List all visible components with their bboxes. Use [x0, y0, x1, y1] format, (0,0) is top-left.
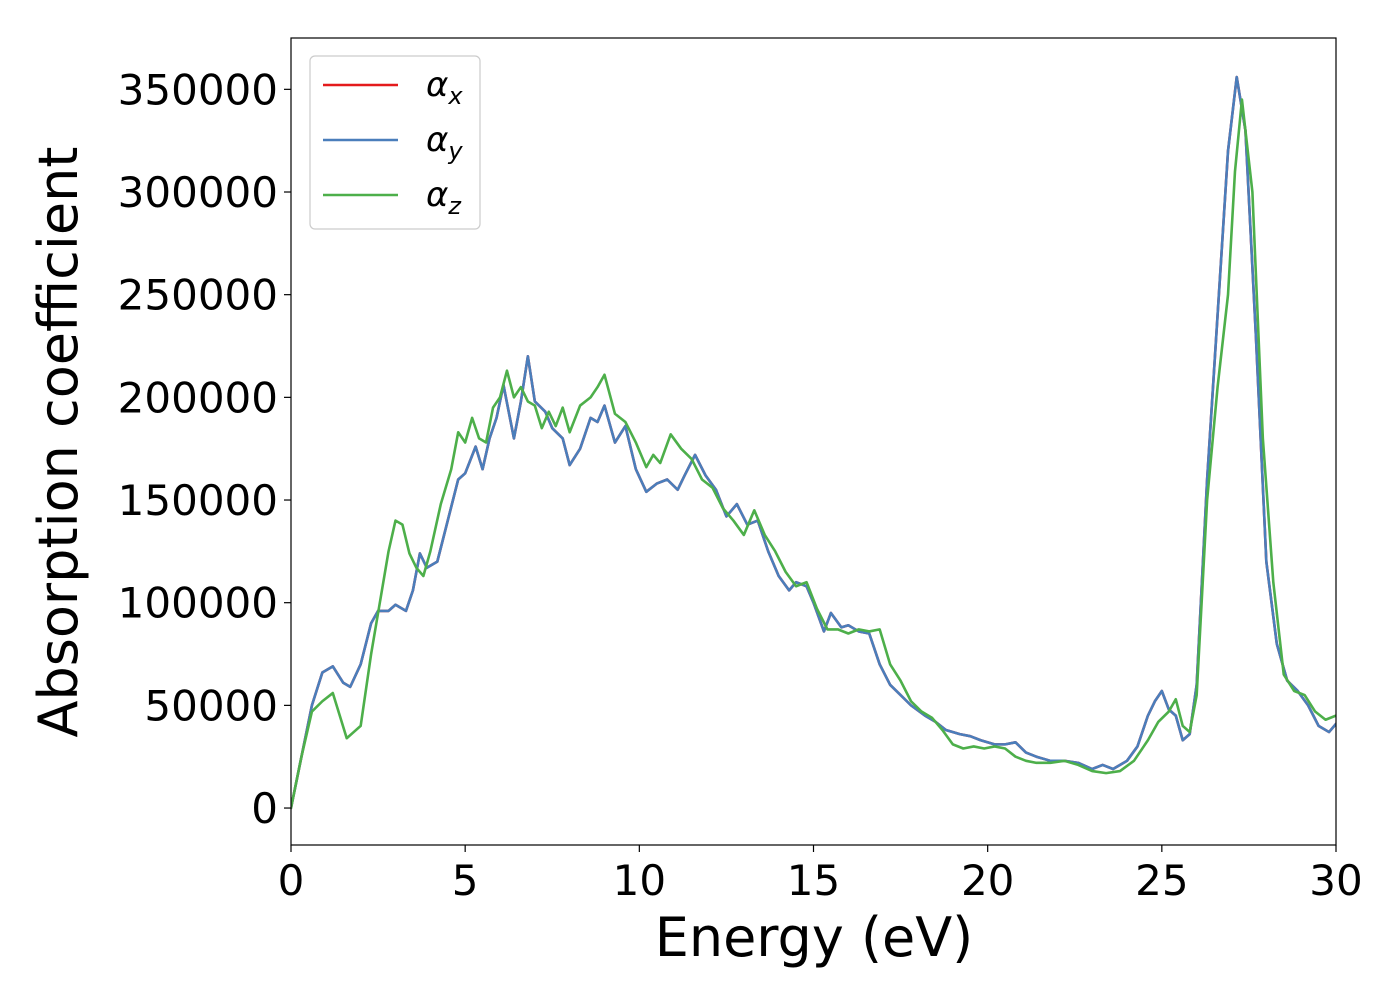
legend-label-z: αz	[426, 175, 462, 220]
y-axis-title: Absorption coefficient	[27, 147, 90, 738]
axes-layer: 0 5 10 15 20 25 30 0 50000 100000 150000 200000 2500…	[118, 37, 1363, 905]
plot-layer	[291, 75, 1336, 810]
x-tick-label: 15	[787, 856, 840, 905]
legend-label-y: αy	[426, 120, 463, 165]
y-tick-label: 50000	[144, 681, 278, 730]
x-axis-title: Energy (eV)	[655, 906, 974, 969]
y-tick-label: 350000	[118, 65, 278, 114]
y-tick-label: 100000	[118, 579, 278, 628]
y-tick-label: 200000	[118, 373, 278, 422]
y-tick-label: 300000	[118, 168, 278, 217]
x-tick-label: 10	[613, 856, 666, 905]
legend: αx αy αz	[309, 55, 481, 230]
y-tick-label: 0	[251, 784, 278, 833]
x-tick-label: 5	[452, 856, 479, 905]
legend-label-x: αx	[426, 65, 463, 110]
legend-box	[309, 55, 481, 230]
series-line-z	[291, 98, 1336, 810]
x-tick-label: 20	[961, 856, 1014, 905]
x-tick-label: 25	[1135, 856, 1188, 905]
x-tick-label: 30	[1309, 856, 1362, 905]
x-tick-label: 0	[278, 856, 305, 905]
y-tick-label: 250000	[118, 271, 278, 320]
y-tick-label: 150000	[118, 476, 278, 525]
